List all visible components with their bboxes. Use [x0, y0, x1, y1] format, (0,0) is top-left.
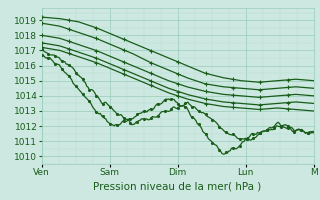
X-axis label: Pression niveau de la mer( hPa ): Pression niveau de la mer( hPa ) [93, 181, 262, 191]
